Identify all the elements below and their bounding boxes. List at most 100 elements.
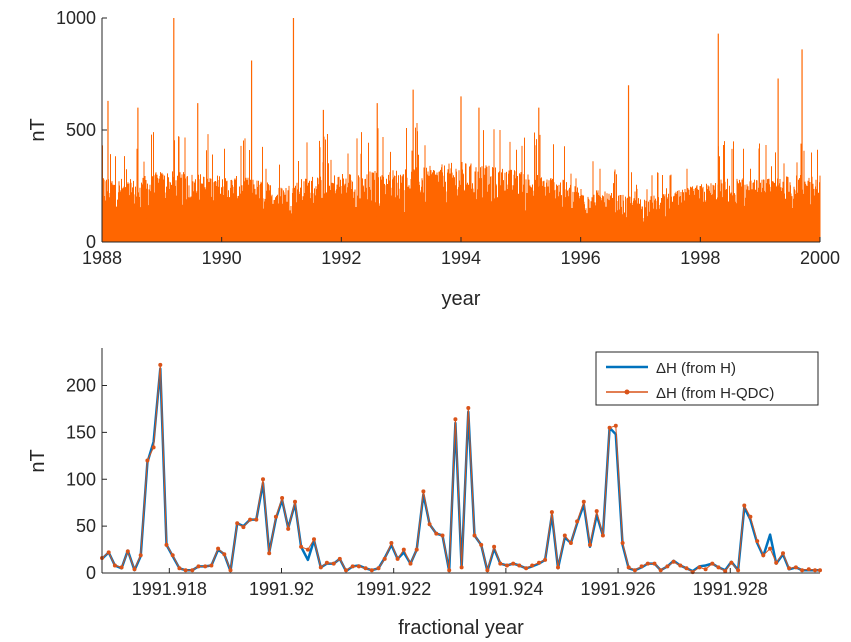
data-point-delta-h-qdc xyxy=(768,546,773,551)
data-point-delta-h-qdc xyxy=(620,541,625,545)
data-point-delta-h-qdc xyxy=(716,565,721,570)
y-tick-label: 0 xyxy=(86,563,96,583)
y-tick-label: 100 xyxy=(66,469,96,489)
data-point-delta-h-qdc xyxy=(793,565,798,570)
data-point-delta-h-qdc xyxy=(626,565,631,570)
data-point-delta-h-qdc xyxy=(800,568,805,573)
data-point-delta-h-qdc xyxy=(235,521,240,526)
data-point-delta-h-qdc xyxy=(408,561,413,566)
y-tick-label: 50 xyxy=(76,516,96,536)
x-tick-label: 1990 xyxy=(202,248,242,268)
data-point-delta-h-qdc xyxy=(125,549,130,554)
data-point-delta-h-qdc xyxy=(248,517,253,522)
data-point-delta-h-qdc xyxy=(652,561,657,566)
data-point-delta-h-qdc xyxy=(742,503,747,508)
data-point-delta-h-qdc xyxy=(293,499,297,504)
data-point-delta-h-qdc xyxy=(331,561,336,566)
data-point-delta-h-qdc xyxy=(581,499,586,504)
data-point-delta-h-qdc xyxy=(703,567,708,572)
data-point-delta-h-qdc xyxy=(710,561,715,566)
data-point-delta-h-qdc xyxy=(241,525,246,530)
x-tick-label: 1988 xyxy=(82,248,122,268)
data-point-delta-h-qdc xyxy=(748,514,753,519)
data-point-delta-h-qdc xyxy=(216,546,221,551)
legend-label-h-qdc: ΔH (from H-QDC) xyxy=(656,385,774,402)
data-point-delta-h-qdc xyxy=(723,569,728,574)
data-point-delta-h-qdc xyxy=(549,510,554,515)
data-point-delta-h-qdc xyxy=(787,566,792,571)
data-point-delta-h-qdc xyxy=(588,542,592,547)
data-point-delta-h-qdc xyxy=(665,564,670,569)
x-tick-label: 1992 xyxy=(321,248,361,268)
x-tick-label: 2000 xyxy=(800,248,840,268)
data-point-delta-h-qdc xyxy=(350,564,355,569)
data-point-delta-h-qdc xyxy=(356,564,361,569)
bottom-axes: 1991.918 1991.92 1991.922 1991.924 1991.926 1… xyxy=(66,348,820,599)
data-point-delta-h-qdc xyxy=(401,547,406,552)
data-point-delta-h-qdc xyxy=(453,417,458,422)
x-tick-label: 1991.924 xyxy=(468,579,543,599)
top-x-axis-label: year xyxy=(442,288,481,310)
data-point-delta-h-qdc xyxy=(645,561,650,566)
data-point-delta-h-qdc xyxy=(324,560,329,565)
data-point-delta-h-qdc xyxy=(736,568,741,573)
y-tick-label: 150 xyxy=(66,422,96,442)
data-point-delta-h-qdc xyxy=(530,563,535,568)
y-tick-label: 0 xyxy=(86,232,96,252)
data-point-delta-h-qdc xyxy=(729,560,734,565)
data-point-delta-h-qdc xyxy=(158,362,163,367)
data-point-delta-h-qdc xyxy=(781,551,785,556)
y-tick-label: 1000 xyxy=(56,8,96,28)
data-point-delta-h-qdc xyxy=(209,563,214,568)
x-tick-label: 1996 xyxy=(561,248,601,268)
x-tick-label: 1991.926 xyxy=(581,579,656,599)
legend-box xyxy=(595,351,819,406)
x-tick-label: 1991.92 xyxy=(249,579,314,599)
data-point-delta-h-qdc xyxy=(421,489,426,494)
top-axes: 1988 1990 1992 1994 1996 1998 2000 0 500 1000 xyxy=(56,8,840,268)
data-point-delta-h-qdc xyxy=(511,561,516,566)
data-point-delta-h-qdc xyxy=(774,560,779,565)
data-point-delta-h-qdc xyxy=(556,565,560,570)
y-tick-label: 200 xyxy=(66,376,96,396)
data-point-delta-h-qdc xyxy=(607,425,612,430)
data-point-delta-h-qdc xyxy=(119,565,124,570)
data-point-delta-h-qdc xyxy=(222,552,227,557)
bottom-y-axis-label: nT xyxy=(27,449,49,472)
data-point-delta-h-qdc xyxy=(537,560,541,565)
data-point-delta-h-qdc xyxy=(806,567,811,572)
data-point-delta-h-qdc xyxy=(761,553,766,558)
bottom-plot-area xyxy=(100,362,822,575)
data-point-delta-h-qdc xyxy=(376,566,381,571)
data-point-delta-h-qdc xyxy=(112,563,117,568)
data-point-delta-h-qdc xyxy=(132,567,137,572)
x-tick-label: 1991.928 xyxy=(693,579,768,599)
data-point-delta-h-qdc xyxy=(447,568,452,573)
data-point-delta-h-qdc xyxy=(492,544,497,549)
legend-label-h: ΔH (from H) xyxy=(656,360,736,377)
data-point-delta-h-qdc xyxy=(414,547,419,552)
data-point-delta-h-qdc xyxy=(678,563,683,568)
data-point-delta-h-qdc xyxy=(671,559,676,564)
top-plot-area xyxy=(101,18,821,242)
data-point-delta-h-qdc xyxy=(498,561,503,566)
data-point-delta-h-qdc xyxy=(164,542,169,547)
data-point-delta-h-qdc xyxy=(177,566,182,571)
legend: ΔH (from H) ΔH (from H-QDC) xyxy=(595,351,819,406)
data-point-delta-h-qdc xyxy=(363,566,368,571)
bottom-x-axis-label: fractional year xyxy=(398,617,524,639)
data-point-delta-h-qdc xyxy=(389,541,394,545)
data-point-delta-h-qdc xyxy=(286,526,291,531)
data-point-delta-h-qdc xyxy=(369,568,374,573)
x-tick-label: 1998 xyxy=(680,248,720,268)
data-point-delta-h-qdc xyxy=(575,519,580,524)
data-point-delta-h-qdc xyxy=(261,477,265,482)
data-point-delta-h-qdc xyxy=(228,568,233,573)
data-point-delta-h-qdc xyxy=(254,517,259,522)
y-tick-label: 500 xyxy=(66,120,96,140)
data-point-delta-h-qdc xyxy=(145,458,150,463)
data-point-delta-h-qdc xyxy=(337,556,342,561)
data-point-delta-h-qdc xyxy=(472,533,477,538)
data-point-delta-h-qdc xyxy=(305,547,310,552)
